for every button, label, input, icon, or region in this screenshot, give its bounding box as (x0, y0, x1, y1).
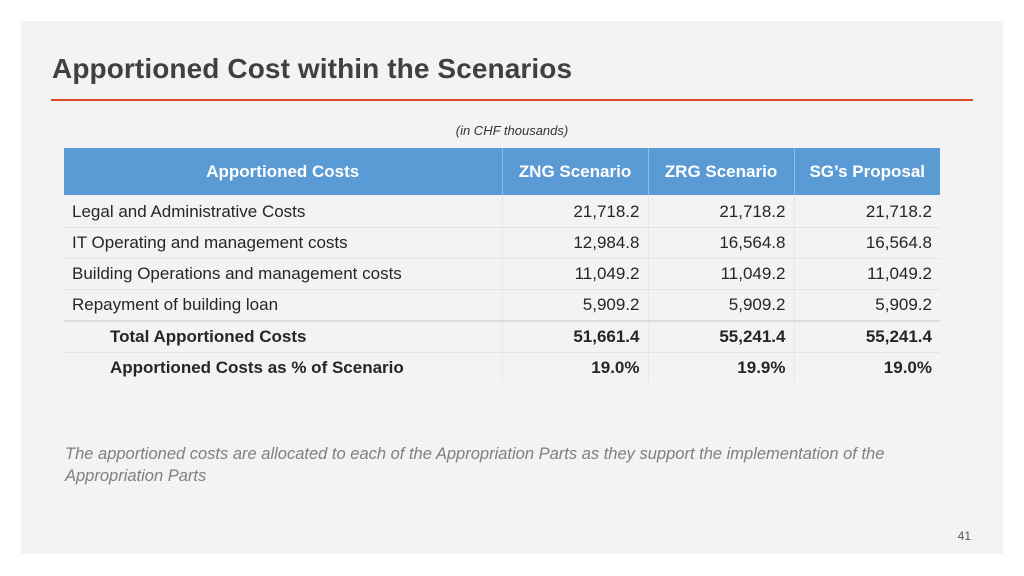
table-row: Repayment of building loan 5,909.2 5,909… (64, 289, 940, 322)
column-header-apportioned-costs: Apportioned Costs (64, 148, 503, 195)
zrg-total: 55,241.4 (648, 320, 795, 353)
table-header-row: Apportioned Costs ZNG Scenario ZRG Scena… (64, 148, 940, 195)
zng-percentage: 19.0% (502, 352, 649, 383)
slide: Apportioned Cost within the Scenarios (i… (21, 21, 1003, 554)
zng-value: 5,909.2 (502, 289, 649, 322)
zrg-value: 5,909.2 (648, 289, 795, 322)
zng-value: 21,718.2 (502, 195, 649, 228)
page-number: 41 (957, 529, 971, 543)
table-row: Legal and Administrative Costs 21,718.2 … (64, 195, 940, 228)
zng-value: 12,984.8 (502, 227, 649, 259)
total-label: Total Apportioned Costs (64, 320, 503, 353)
sg-proposal-value: 21,718.2 (794, 195, 940, 228)
sg-proposal-value: 5,909.2 (794, 289, 940, 322)
units-note: (in CHF thousands) (455, 123, 569, 138)
percentage-row: Apportioned Costs as % of Scenario 19.0%… (64, 352, 940, 383)
zng-total: 51,661.4 (502, 320, 649, 353)
slide-title: Apportioned Cost within the Scenarios (52, 53, 573, 84)
row-label: Building Operations and management costs (64, 258, 503, 290)
footnote-text: The apportioned costs are allocated to e… (65, 445, 885, 485)
zrg-percentage: 19.9% (648, 352, 795, 383)
column-header-zng-scenario: ZNG Scenario (502, 148, 649, 195)
sg-proposal-value: 11,049.2 (794, 258, 940, 290)
title-underline (51, 99, 973, 101)
zrg-value: 11,049.2 (648, 258, 795, 290)
apportioned-cost-table: Apportioned Costs ZNG Scenario ZRG Scena… (64, 148, 940, 383)
row-label: Legal and Administrative Costs (64, 195, 503, 228)
column-header-sg-proposal: SG’s Proposal (794, 148, 940, 195)
zng-value: 11,049.2 (502, 258, 649, 290)
table-row: Building Operations and management costs… (64, 258, 940, 290)
total-row: Total Apportioned Costs 51,661.4 55,241.… (64, 320, 940, 353)
sg-proposal-percentage: 19.0% (794, 352, 940, 383)
zrg-value: 21,718.2 (648, 195, 795, 228)
table-row: IT Operating and management costs 12,984… (64, 227, 940, 259)
percentage-label: Apportioned Costs as % of Scenario (64, 352, 503, 383)
row-label: Repayment of building loan (64, 289, 503, 322)
sg-proposal-value: 16,564.8 (794, 227, 940, 259)
row-label: IT Operating and management costs (64, 227, 503, 259)
column-header-zrg-scenario: ZRG Scenario (648, 148, 795, 195)
sg-proposal-total: 55,241.4 (794, 320, 940, 353)
zrg-value: 16,564.8 (648, 227, 795, 259)
